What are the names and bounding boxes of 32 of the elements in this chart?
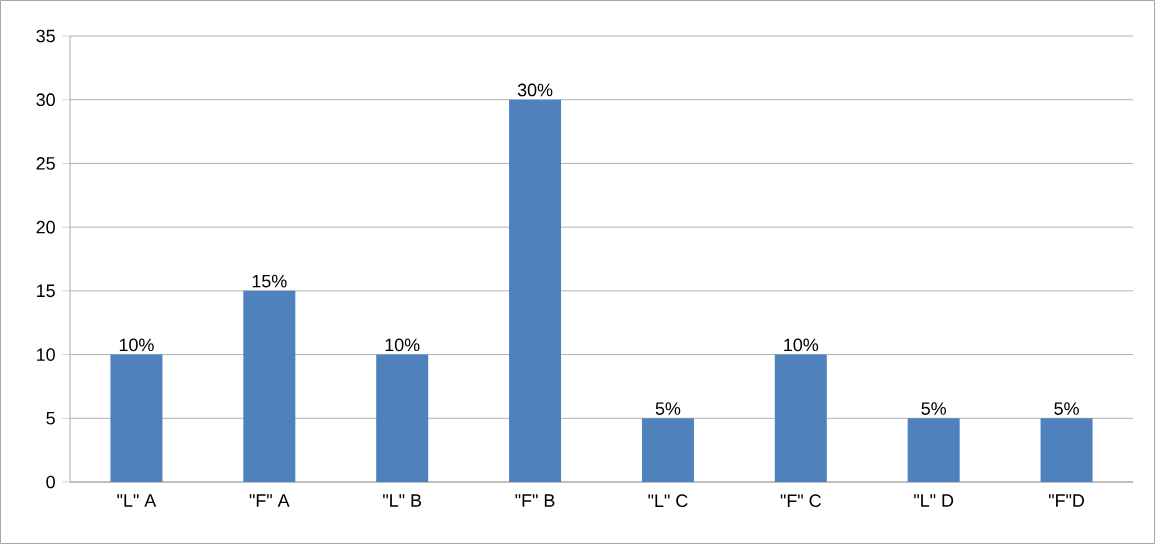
y-tick-label: 30 [36,93,55,107]
bar [376,354,429,482]
data-label: 10% [119,338,154,352]
x-tick-label: "F" B [515,494,555,507]
data-label: 5% [921,402,947,415]
data-label: 5% [1054,402,1079,415]
bar [641,418,694,482]
y-tick-label: 20 [36,220,55,234]
y-tick-label: 25 [36,157,55,170]
bar [110,354,163,482]
bar [509,99,562,482]
x-tick-label: "L" B [383,494,422,507]
data-label: 15% [252,274,287,288]
y-tick-label: 10 [37,348,55,361]
x-tick-label: "L" D [914,494,954,507]
bar [907,418,960,482]
x-tick-label: "L" A [117,494,157,507]
y-tick-label: 5 [46,412,55,425]
data-label: 10% [784,338,819,352]
y-tick-label: 0 [46,475,55,489]
y-tick-label: 15 [37,284,55,298]
data-label: 5% [655,402,681,415]
bar [1040,418,1093,482]
x-tick-label: "F" C [780,494,821,508]
bar [243,290,296,482]
y-tick-label: 35 [36,29,55,43]
data-label: 10% [385,338,420,352]
x-tick-label: "F" A [249,494,290,507]
bar [774,354,827,482]
x-tick-label: "F"D [1048,494,1085,507]
x-tick-label: "L" C [648,494,688,508]
data-label: 30% [517,83,553,97]
